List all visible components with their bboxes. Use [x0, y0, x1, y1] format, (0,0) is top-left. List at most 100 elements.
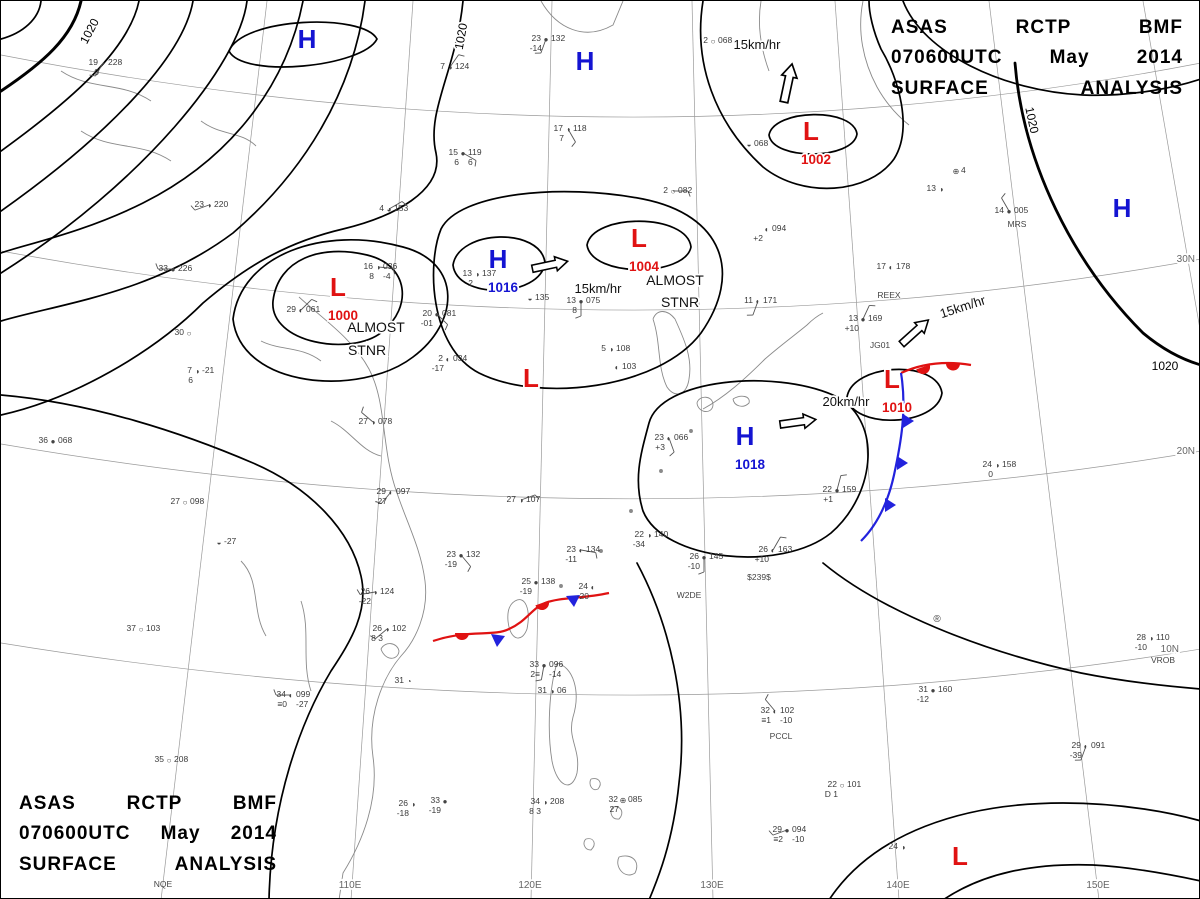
- warm-front-symbol: [455, 633, 469, 640]
- coastline-layer: [60, 1, 910, 898]
- coastline: [732, 395, 750, 407]
- coastline: [652, 311, 691, 395]
- station-temp: 13: [927, 183, 937, 193]
- station-plot: ●29 094 ≡2 -10: [768, 824, 806, 844]
- station-pressure: -21: [202, 365, 215, 375]
- station-circle-symbol: ◐: [289, 691, 294, 700]
- wind-barb: [580, 549, 596, 554]
- station-plot: ◑17 118 7: [554, 123, 587, 147]
- station-plot: ●33 096 2≡ -14: [530, 659, 563, 682]
- station-extra: -10: [780, 715, 793, 725]
- station-code-label: $239$: [747, 572, 771, 582]
- wind-barb-tick: [89, 74, 96, 77]
- station-circle-symbol: ◐: [615, 363, 620, 372]
- station-plot: ◐34 099 ≡0 -27: [273, 689, 310, 709]
- station-dewpoint: 0: [988, 469, 993, 479]
- station-dewpoint: 6: [454, 157, 459, 167]
- isobar-line: [1, 1, 464, 416]
- station-plot: ◒ 135: [528, 292, 550, 303]
- station-code-label: JG01: [870, 340, 891, 350]
- station-temp: 24: [579, 581, 589, 591]
- coastline: [689, 429, 693, 433]
- station-circle-symbol: ●: [1007, 207, 1012, 216]
- station-plot: ◑13: [927, 183, 944, 194]
- station-pressure: 228: [108, 57, 122, 67]
- station-plot: ◒ 068: [747, 138, 769, 149]
- pressure-center-value: 1016: [488, 280, 519, 295]
- station-plot: ◔31: [395, 675, 412, 686]
- station-plot: ◕4 153: [379, 201, 408, 214]
- station-dewpoint: ≡2: [773, 834, 783, 844]
- station-pressure: 099: [296, 689, 310, 699]
- station-circle-symbol: ●: [544, 35, 549, 44]
- annotation-label: 20km/hr: [823, 394, 871, 409]
- isobar-line: [699, 1, 904, 190]
- station-circle-symbol: ◔: [101, 59, 106, 68]
- isobar-line: [1, 1, 304, 254]
- station-dewpoint: -12: [917, 694, 930, 704]
- station-dewpoint: +10: [845, 323, 860, 333]
- grid-label: 10N: [1161, 644, 1179, 655]
- station-pressure: 096: [549, 659, 563, 669]
- station-plot: ○37 103: [127, 623, 161, 634]
- coastline: [80, 130, 172, 162]
- station-circle-symbol: ●: [461, 149, 466, 158]
- low-pressure-symbol: L: [330, 272, 346, 302]
- station-circle-symbol: ◐: [591, 583, 596, 592]
- station-circle-symbol: ○: [183, 498, 188, 507]
- station-dewpoint: 27: [610, 804, 620, 814]
- pressure-center-value: 1002: [801, 152, 831, 167]
- graticule-line: [1, 54, 1199, 118]
- station-dewpoint: -01: [421, 318, 434, 328]
- isobar-line: [1, 1, 42, 40]
- station-plot: ◑27 078: [359, 406, 392, 427]
- station-plot: ⊕ 4: [953, 165, 966, 176]
- station-plot: ◑26 124 -22: [356, 586, 394, 606]
- title-block-bottom-left: ASAS RCTP BMF 070600UTC May 2014 SURFACE…: [19, 789, 277, 880]
- station-code-label: MRS: [1008, 219, 1027, 229]
- wind-barb-tick: [669, 451, 675, 457]
- station-circle-symbol: ●: [435, 310, 440, 319]
- isobar-label: 1020: [77, 16, 102, 46]
- coastline: [759, 1, 770, 72]
- station-temp: 23: [447, 549, 457, 559]
- station-pressure: 118: [573, 123, 587, 133]
- wind-barb-tick: [273, 689, 277, 696]
- wind-barb: [361, 412, 374, 423]
- station-temp: 23: [532, 33, 542, 43]
- station-temp: 23: [567, 544, 577, 554]
- high-pressure-symbol: H: [576, 46, 595, 76]
- wind-barb-tick: [444, 324, 449, 331]
- station-plot: ⊕32 085 27: [609, 794, 643, 814]
- station-temp: 13: [849, 313, 859, 323]
- wind-barb: [95, 62, 104, 77]
- station-circle-symbol: ◑: [371, 418, 376, 427]
- station-dewpoint: -19: [429, 805, 442, 815]
- station-temp: 31: [538, 685, 548, 695]
- wind-barb: [381, 491, 392, 504]
- station-pressure: 171: [763, 295, 777, 305]
- station-dewpoint: ≡0: [277, 699, 287, 709]
- station-temp: 32: [761, 705, 771, 715]
- isobar-line: [232, 239, 449, 382]
- station-plot: ◐ 094 +2: [753, 223, 786, 243]
- coastline: [548, 662, 579, 786]
- wind-barb: [862, 305, 870, 320]
- coastline: [610, 806, 623, 820]
- station-temp: 17: [554, 123, 564, 133]
- station-extra: -10: [792, 834, 805, 844]
- station-dewpoint: 8: [369, 271, 374, 281]
- station-plot: ●13 169 +10: [845, 304, 882, 333]
- station-circle-symbol: ◒: [528, 294, 533, 303]
- station-plot: ◐26 163 +10: [755, 536, 792, 564]
- label-layer: 1020 102010201020ALMOSTSTNRALMOSTSTNR15km…: [75, 14, 1196, 893]
- station-plot: ◐23 134 -11: [565, 544, 600, 564]
- isobar-line: [637, 380, 869, 558]
- isobar-line: [272, 250, 404, 346]
- station-circle-symbol: ◑: [448, 63, 453, 72]
- wind-barb-tick: [780, 536, 787, 539]
- station-dewpoint: -10: [1135, 642, 1148, 652]
- wind-barb: [772, 829, 788, 836]
- station-dewpoint: -34: [633, 539, 646, 549]
